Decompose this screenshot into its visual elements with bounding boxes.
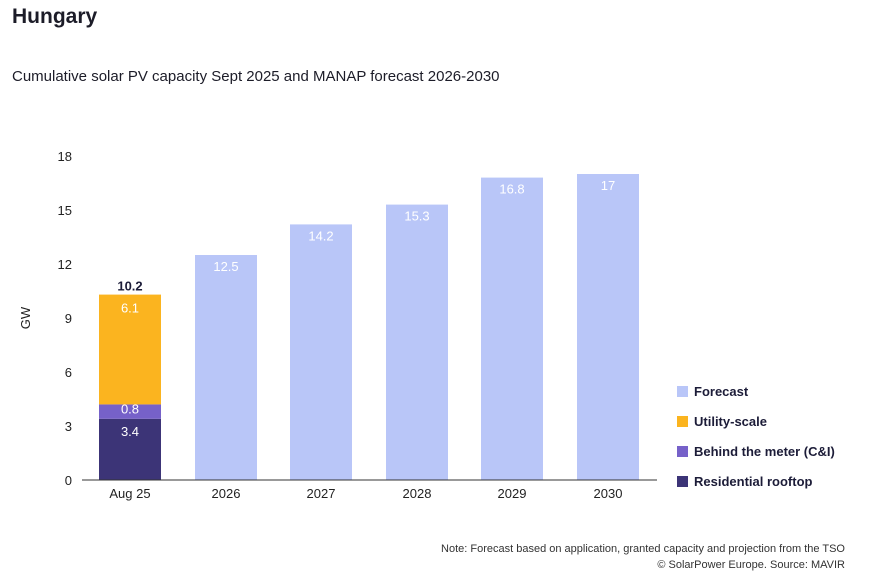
- legend-label: Behind the meter (C&I): [694, 443, 835, 459]
- y-tick-label: 18: [58, 149, 72, 164]
- data-label: 17: [601, 178, 615, 193]
- x-tick-label: 2029: [498, 486, 527, 501]
- x-tick-label: 2027: [307, 486, 336, 501]
- note-text: Note: Forecast based on application, gra…: [441, 543, 845, 555]
- y-tick-label: 3: [65, 419, 72, 434]
- y-tick-label: 12: [58, 257, 72, 272]
- legend-item: Residential rooftop: [677, 466, 835, 496]
- chart-title: Hungary: [12, 5, 98, 28]
- source-text: © SolarPower Europe. Source: MAVIR: [657, 559, 845, 571]
- legend-swatch: [677, 385, 688, 397]
- chart-subtitle: Cumulative solar PV capacity Sept 2025 a…: [12, 68, 500, 85]
- legend-item: Behind the meter (C&I): [677, 436, 835, 466]
- data-label: 0.8: [121, 401, 139, 416]
- data-label: 14.2: [308, 228, 333, 243]
- y-tick-label: 15: [58, 203, 72, 218]
- x-tick-label: 2030: [594, 486, 623, 501]
- y-axis-label: GW: [18, 306, 33, 329]
- bar-segment: [99, 418, 161, 480]
- data-label: 15.3: [404, 209, 429, 224]
- legend-label: Forecast: [694, 383, 749, 399]
- y-tick-label: 0: [65, 473, 72, 488]
- forecast-bar: [577, 174, 639, 480]
- forecast-bar: [481, 177, 543, 480]
- forecast-bar: [290, 224, 352, 480]
- legend-item: Forecast: [677, 376, 835, 406]
- x-tick-label: Aug 25: [109, 486, 150, 501]
- legend-swatch: [677, 475, 688, 487]
- data-label: 3.4: [121, 424, 139, 439]
- total-label: 10.2: [117, 279, 142, 294]
- bar-segment: [99, 294, 161, 405]
- legend-label: Utility-scale: [694, 413, 767, 429]
- data-label: 6.1: [121, 301, 139, 316]
- legend-label: Residential rooftop: [694, 473, 813, 489]
- data-label: 12.5: [213, 259, 238, 274]
- legend-item: Utility-scale: [677, 406, 835, 436]
- chart-note: Note: Forecast based on application, gra…: [441, 541, 845, 573]
- legend-swatch: [677, 415, 688, 427]
- chart-legend: Forecast Utility-scale Behind the meter (C…: [677, 376, 835, 496]
- forecast-bar: [386, 204, 448, 480]
- legend-swatch: [677, 445, 688, 457]
- x-tick-label: 2026: [212, 486, 241, 501]
- forecast-bar: [195, 255, 257, 480]
- y-tick-label: 9: [65, 311, 72, 326]
- bar-segment: [99, 404, 161, 419]
- y-tick-label: 6: [65, 365, 72, 380]
- x-tick-label: 2028: [403, 486, 432, 501]
- data-label: 16.8: [499, 182, 524, 197]
